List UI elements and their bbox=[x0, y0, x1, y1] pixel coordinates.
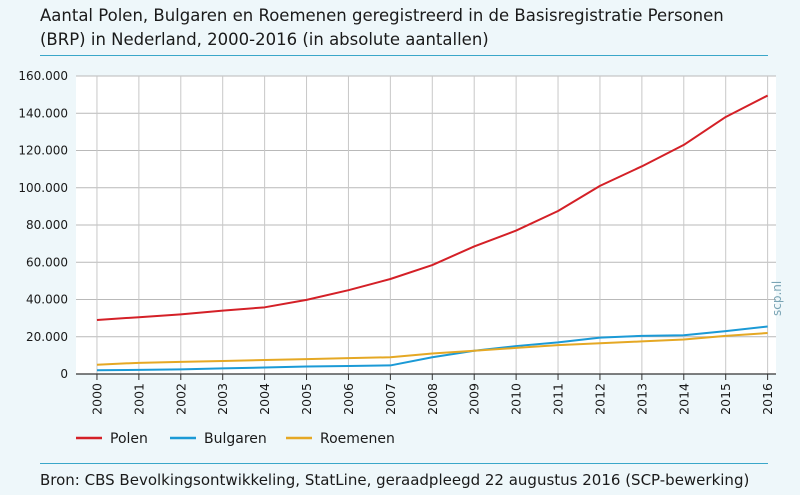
x-tick-label: 2000 bbox=[89, 383, 104, 415]
bottom-divider bbox=[40, 463, 768, 464]
x-tick-label: 2011 bbox=[551, 383, 566, 415]
series-group bbox=[96, 94, 769, 372]
x-tick-label: 2008 bbox=[425, 383, 440, 415]
legend-item-bulgaren: Bulgaren bbox=[170, 431, 267, 447]
x-tick-label: 2007 bbox=[383, 383, 398, 415]
x-tick-label: 2005 bbox=[299, 383, 314, 415]
x-tick-label: 2002 bbox=[173, 383, 188, 415]
x-tick-label: 2003 bbox=[215, 383, 230, 415]
x-tick-label: 2015 bbox=[718, 383, 733, 415]
watermark: scp.nl bbox=[770, 280, 784, 316]
y-tick-label: 40.000 bbox=[26, 293, 68, 307]
source-note: Bron: CBS Bevolkingsontwikkeling, StatLi… bbox=[40, 471, 750, 489]
x-tick-label: 2001 bbox=[131, 383, 146, 415]
y-axis: 0 20.000 40.000 60.000 80.000 100.000 120.000 1… bbox=[18, 69, 68, 381]
y-tick-label: 120.000 bbox=[18, 144, 68, 158]
x-axis: 2000 2001 2002 2003 2004 2005 2006 2007 2008 2009… bbox=[76, 373, 776, 415]
y-tick-label: 160.000 bbox=[18, 69, 68, 83]
y-tick-label: 20.000 bbox=[26, 330, 68, 344]
legend-label-roemenen: Roemenen bbox=[320, 431, 395, 447]
legend-label-bulgaren: Bulgaren bbox=[204, 431, 267, 447]
y-tick-label: 80.000 bbox=[26, 218, 68, 232]
grid bbox=[76, 75, 776, 374]
legend-label-polen: Polen bbox=[110, 431, 148, 447]
x-tick-label: 2009 bbox=[467, 383, 482, 415]
series-polen bbox=[96, 94, 769, 321]
y-tick-label: 60.000 bbox=[26, 255, 68, 269]
legend: Polen Bulgaren Roemenen bbox=[76, 431, 395, 447]
x-tick-label: 2012 bbox=[592, 383, 607, 415]
legend-item-roemenen: Roemenen bbox=[286, 431, 395, 447]
x-tick-label: 2006 bbox=[341, 383, 356, 415]
y-tick-label: 140.000 bbox=[18, 106, 68, 120]
x-tick-label: 2014 bbox=[676, 383, 691, 415]
y-tick-label: 0 bbox=[60, 367, 68, 381]
series-bulgaren bbox=[96, 325, 768, 372]
x-tick-label: 2013 bbox=[634, 383, 649, 415]
x-tick-label: 2004 bbox=[257, 383, 272, 415]
top-divider bbox=[40, 55, 768, 56]
x-tick-label: 2010 bbox=[509, 383, 524, 415]
x-tick-label: 2016 bbox=[760, 383, 775, 415]
series-roemenen bbox=[96, 332, 768, 366]
legend-item-polen: Polen bbox=[76, 431, 148, 447]
y-tick-label: 100.000 bbox=[18, 181, 68, 195]
chart-title: Aantal Polen, Bulgaren en Roemenen gereg… bbox=[40, 6, 724, 49]
